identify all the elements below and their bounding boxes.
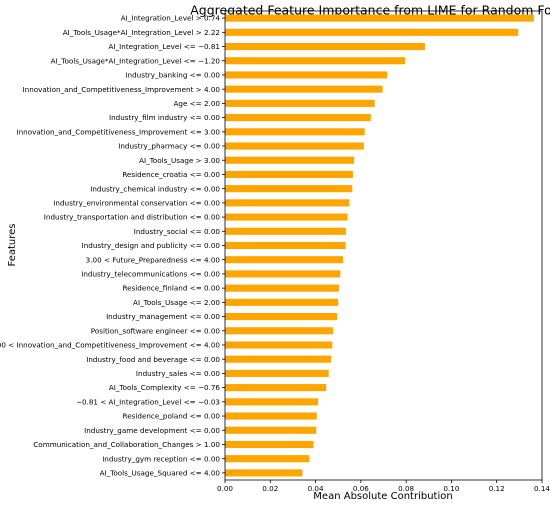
- bar: [225, 256, 343, 264]
- y-tick-label: Industry_transportation and distribution…: [44, 213, 221, 222]
- bar: [225, 85, 383, 93]
- y-tick-label: Industry_food and beverage <= 0.00: [86, 355, 220, 364]
- bars-group: [225, 14, 534, 477]
- bar: [225, 398, 319, 406]
- x-tick-label: 0.12: [489, 484, 505, 493]
- y-tick-label: AI_Tools_Usage <= 2.00: [133, 298, 220, 307]
- x-tick-label: 0.06: [353, 484, 369, 493]
- x-tick-label: 0.08: [398, 484, 414, 493]
- y-tick-label: Innovation_and_Competitiveness_Improveme…: [17, 127, 221, 136]
- y-tick-label: AI_Integration_Level > 0.74: [121, 14, 221, 23]
- bar: [225, 284, 339, 292]
- plot-frame: [224, 10, 543, 481]
- bar: [225, 42, 425, 51]
- y-tick-label: Industry_pharmacy <= 0.00: [118, 142, 220, 151]
- bar: [225, 440, 314, 449]
- y-tick-label: Industry_environmental conservation <= 0…: [53, 198, 220, 207]
- y-tick-label: Industry_chemical industry <= 0.00: [90, 184, 220, 193]
- y-tick-label: Residence_poland <= 0.00: [123, 412, 221, 421]
- bar: [225, 99, 375, 107]
- x-tick-label: 0.14: [534, 484, 550, 493]
- y-tick-label: Innovation_and_Competitiveness_Improveme…: [23, 85, 221, 94]
- y-tick-label: Industry_sales <= 0.00: [136, 369, 221, 378]
- y-tick-label: Residence_croatia <= 0.00: [122, 170, 220, 179]
- bar: [225, 114, 371, 122]
- y-tick-label: 3.00 < Future_Preparedness <= 4.00: [86, 255, 221, 264]
- bar: [225, 341, 333, 349]
- bar: [225, 313, 338, 321]
- y-tick-label: AI_Tools_Usage*AI_Integration_Level <= −…: [51, 56, 221, 65]
- y-tick-label: Industry_banking <= 0.00: [125, 71, 220, 80]
- bar: [225, 156, 355, 164]
- bar: [225, 355, 331, 363]
- y-tick-label: Industry_gym reception <= 0.00: [102, 454, 220, 463]
- bar: [225, 128, 365, 136]
- y-tick-label: Industry_telecommunications <= 0.00: [81, 270, 220, 279]
- bar: [225, 14, 534, 22]
- x-axis-ticks: 0.00 0.02 0.04 0.06 0.08 0.10 0.12 0.14: [217, 480, 550, 493]
- bar: [225, 412, 317, 420]
- bar: [225, 241, 346, 250]
- bar: [225, 327, 334, 335]
- bar: [225, 369, 329, 377]
- chart-title: Aggregated Feature Importance from LIME …: [190, 3, 550, 18]
- bar: [225, 199, 350, 207]
- bar: [225, 28, 519, 36]
- bar: [225, 227, 346, 235]
- y-axis-label: Features: [7, 224, 18, 267]
- y-tick-label: Industry_game development <= 0.00: [84, 426, 220, 435]
- bar: [225, 455, 310, 463]
- y-tick-label: −0.81 < AI_Integration_Level <= −0.03: [76, 397, 220, 406]
- bar: [225, 270, 341, 278]
- bar: [225, 298, 339, 306]
- x-tick-label: 0.04: [308, 484, 324, 493]
- y-tick-label: Industry_social <= 0.00: [134, 227, 221, 236]
- y-tick-label: Position_software engineer <= 0.00: [91, 326, 221, 335]
- y-axis-ticks: AI_Integration_Level > 0.74 AI_Tools_Usag…: [0, 14, 225, 477]
- y-tick-label: Industry_film industry <= 0.00: [109, 113, 220, 122]
- bar: [225, 185, 353, 193]
- y-tick-label: Age <= 2.00: [173, 99, 220, 108]
- y-tick-label: 3.00 < Innovation_and_Competitiveness_Im…: [0, 341, 220, 350]
- y-tick-label: Communication_and_Collaboration_Changes …: [33, 440, 220, 449]
- x-tick-label: 0.10: [443, 484, 459, 493]
- y-tick-label: Residence_finland <= 0.00: [122, 284, 220, 293]
- bar: [225, 213, 348, 221]
- y-tick-label: AI_Tools_Usage*AI_Integration_Level > 2.…: [63, 28, 220, 37]
- y-tick-label: AI_Integration_Level <= −0.81: [109, 42, 220, 51]
- bar: [225, 57, 406, 65]
- y-tick-label: Industry_design and publicity <= 0.00: [82, 241, 221, 250]
- x-tick-label: 0.00: [217, 484, 233, 493]
- y-tick-label: AI_Tools_Usage > 3.00: [139, 156, 220, 165]
- bar: [225, 71, 388, 79]
- y-tick-label: AI_Tools_Complexity <= −0.76: [109, 383, 221, 392]
- bar: [225, 170, 353, 178]
- bar: [225, 426, 317, 434]
- x-tick-label: 0.02: [262, 484, 278, 493]
- y-tick-label: AI_Tools_Usage_Squared <= 4.00: [100, 468, 221, 477]
- bar: [225, 469, 303, 477]
- bar: [225, 384, 327, 392]
- bar: [225, 142, 364, 150]
- x-axis-label: Mean Absolute Contribution: [313, 491, 452, 502]
- y-tick-label: Industry_management <= 0.00: [106, 312, 220, 321]
